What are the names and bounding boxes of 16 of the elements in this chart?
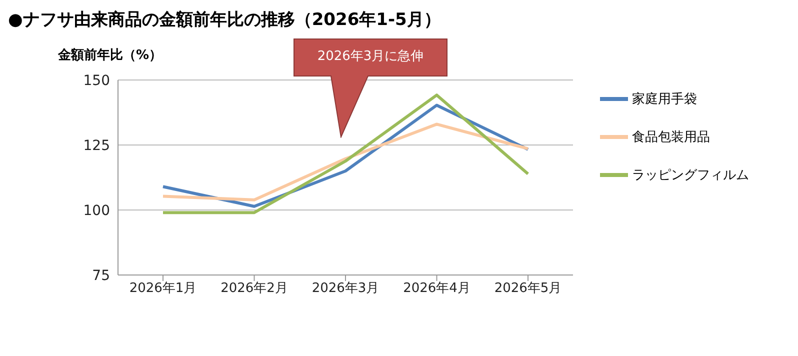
y-tick-label: 100	[83, 202, 110, 219]
chart-title: ●ナフサ由来商品の金額前年比の推移（2026年1-5月）	[8, 9, 441, 31]
line-series	[162, 122, 530, 202]
x-tick-label: 2026年2月	[220, 281, 288, 296]
y-tick-label: 150	[83, 72, 110, 89]
x-tick-label: 2026年4月	[403, 281, 470, 296]
x-tick-label: 2026年3月	[312, 281, 380, 296]
legend-label: 家庭用手袋	[632, 91, 697, 108]
y-tick-label: 75	[92, 268, 110, 284]
y-tick-label: 125	[83, 138, 110, 154]
legend-label: 食品包装用品	[632, 129, 710, 146]
callout-arrow: 2026年3月に急伸	[293, 38, 448, 138]
legend-label: ラッピングフィルム	[632, 167, 749, 184]
x-tick-label: 2026年1月	[129, 281, 197, 296]
y-axis-title: 金額前年比（%）	[58, 46, 162, 64]
x-tick-label: 2026年5月	[494, 281, 562, 296]
